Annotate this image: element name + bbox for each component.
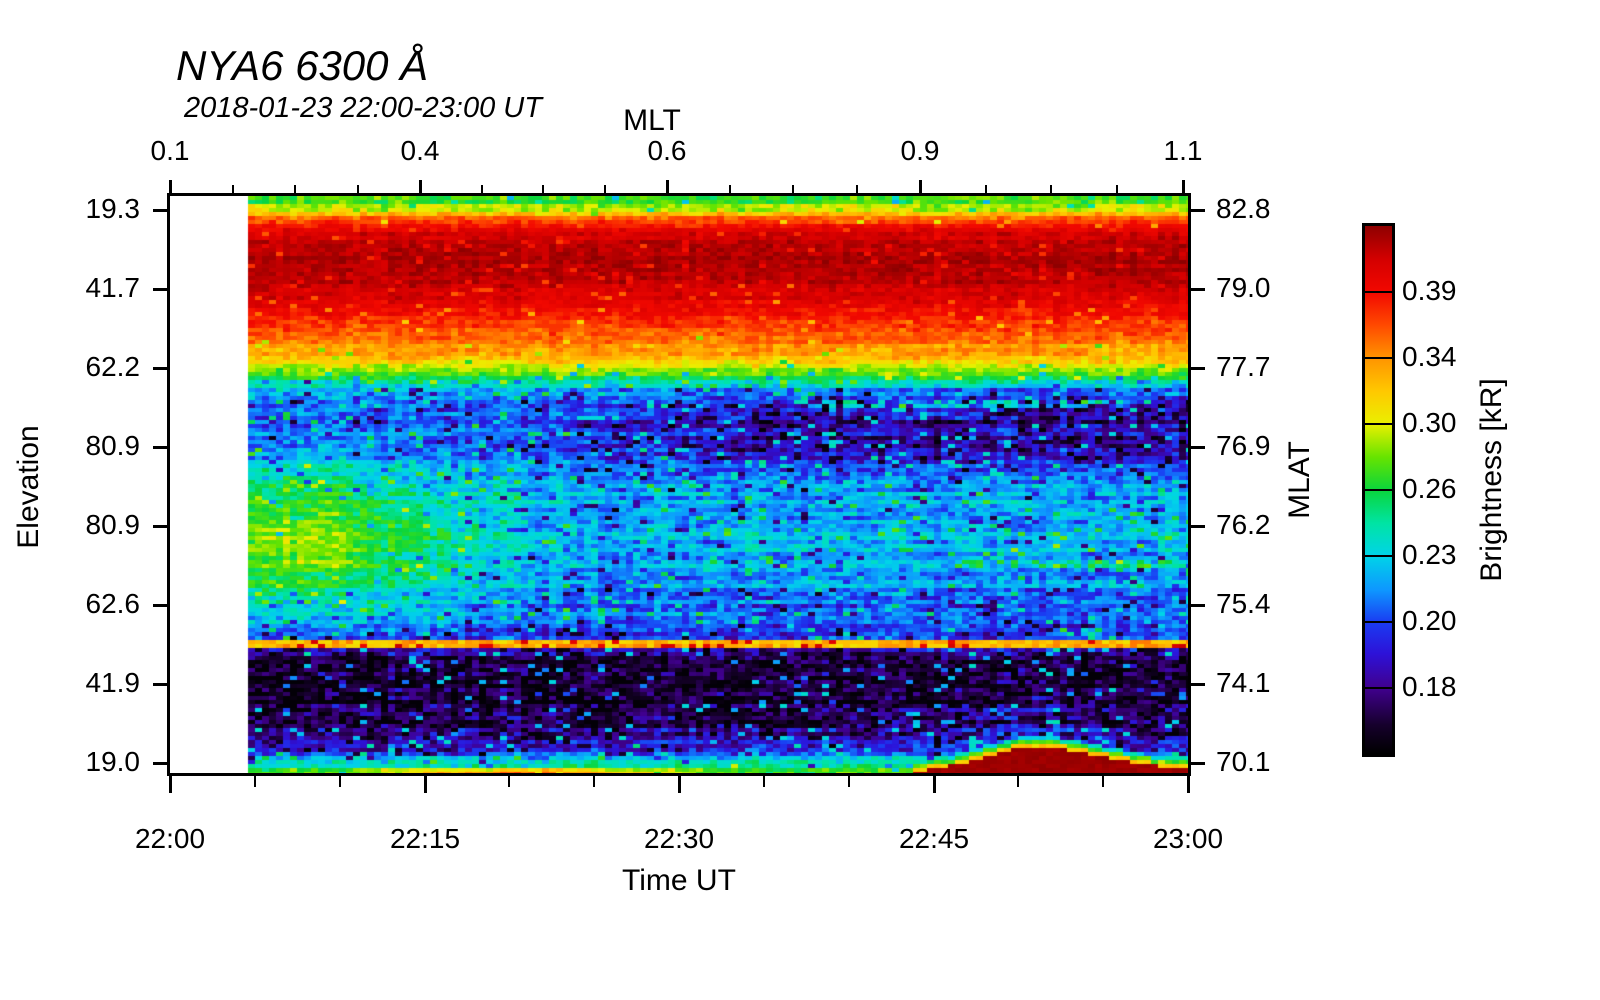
bottom-tick-label: 22:30 xyxy=(643,823,715,854)
right-major-tick xyxy=(1191,446,1205,449)
left-major-tick xyxy=(153,288,167,291)
top-minor-tick xyxy=(294,185,296,193)
left-tick-label: 41.7 xyxy=(85,272,141,303)
top-minor-tick xyxy=(729,185,731,193)
bottom-minor-tick xyxy=(763,776,765,787)
plot-title: NYA6 6300 Å xyxy=(176,42,429,89)
left-tick-label: 41.9 xyxy=(85,667,141,698)
colorbar-divider xyxy=(1365,423,1392,425)
left-tick-label: 80.9 xyxy=(85,430,141,461)
plot-subtitle: 2018-01-23 22:00-23:00 UT xyxy=(184,92,542,124)
top-minor-tick xyxy=(542,185,544,193)
top-tick-label: 0.1 xyxy=(150,135,190,166)
left-tick-label: 62.6 xyxy=(85,588,141,619)
colorbar-tick-label: 0.18 xyxy=(1402,671,1457,702)
bottom-major-tick xyxy=(169,776,172,793)
right-tick-label: 74.1 xyxy=(1216,667,1271,698)
bottom-axis-title: Time UT xyxy=(622,864,736,897)
bottom-major-tick xyxy=(1187,776,1190,793)
bottom-minor-tick xyxy=(1017,776,1019,787)
top-minor-tick xyxy=(357,185,359,193)
top-minor-tick xyxy=(1116,185,1118,193)
top-tick-label: 0.9 xyxy=(900,135,940,166)
top-minor-tick xyxy=(856,185,858,193)
bottom-minor-tick xyxy=(593,776,595,787)
left-major-tick xyxy=(153,683,167,686)
top-major-tick xyxy=(1182,180,1185,193)
right-tick-label: 77.7 xyxy=(1216,351,1271,382)
bottom-major-tick xyxy=(424,776,427,793)
right-major-tick xyxy=(1191,762,1205,765)
top-tick-label: 0.6 xyxy=(647,135,687,166)
bottom-tick-label: 23:00 xyxy=(1152,823,1224,854)
left-major-tick xyxy=(153,604,167,607)
left-major-tick xyxy=(153,525,167,528)
right-tick-label: 76.9 xyxy=(1216,430,1271,461)
top-minor-tick xyxy=(1050,185,1052,193)
left-major-tick xyxy=(153,209,167,212)
bottom-minor-tick xyxy=(339,776,341,787)
colorbar-divider xyxy=(1365,687,1392,689)
colorbar-frame xyxy=(1362,223,1395,757)
right-major-tick xyxy=(1191,288,1205,291)
top-major-tick xyxy=(919,180,922,193)
right-major-tick xyxy=(1191,683,1205,686)
bottom-tick-label: 22:00 xyxy=(134,823,206,854)
right-tick-label: 70.1 xyxy=(1216,746,1271,777)
colorbar-tick-label: 0.34 xyxy=(1402,341,1457,372)
bottom-minor-tick xyxy=(254,776,256,787)
colorbar-tick-label: 0.26 xyxy=(1402,473,1457,504)
bottom-tick-label: 22:45 xyxy=(898,823,970,854)
left-tick-label: 19.0 xyxy=(85,746,141,777)
right-major-tick xyxy=(1191,209,1205,212)
colorbar-divider xyxy=(1365,291,1392,293)
colorbar-tick-label: 0.30 xyxy=(1402,407,1457,438)
top-major-tick xyxy=(666,180,669,193)
top-minor-tick xyxy=(481,185,483,193)
colorbar-divider xyxy=(1365,489,1392,491)
left-tick-label: 19.3 xyxy=(85,193,141,224)
bottom-minor-tick xyxy=(1102,776,1104,787)
right-tick-label: 75.4 xyxy=(1216,588,1271,619)
left-tick-label: 80.9 xyxy=(85,509,141,540)
keogram-canvas xyxy=(170,196,1188,773)
right-tick-label: 76.2 xyxy=(1216,509,1271,540)
top-tick-label: 0.4 xyxy=(400,135,440,166)
bottom-major-tick xyxy=(678,776,681,793)
colorbar-tick-label: 0.23 xyxy=(1402,539,1457,570)
top-minor-tick xyxy=(232,185,234,193)
right-major-tick xyxy=(1191,604,1205,607)
left-major-tick xyxy=(153,367,167,370)
top-minor-tick xyxy=(604,185,606,193)
bottom-minor-tick xyxy=(848,776,850,787)
right-tick-label: 79.0 xyxy=(1216,272,1271,303)
bottom-tick-label: 22:15 xyxy=(389,823,461,854)
colorbar-tick-label: 0.20 xyxy=(1402,605,1457,636)
colorbar-tick-label: 0.39 xyxy=(1402,275,1457,306)
top-axis-title: MLT xyxy=(623,104,681,137)
right-tick-label: 82.8 xyxy=(1216,193,1271,224)
top-major-tick xyxy=(169,180,172,193)
colorbar-divider xyxy=(1365,357,1392,359)
colorbar-divider xyxy=(1365,621,1392,623)
left-tick-label: 62.2 xyxy=(85,351,141,382)
bottom-major-tick xyxy=(933,776,936,793)
colorbar-divider xyxy=(1365,555,1392,557)
bottom-minor-tick xyxy=(508,776,510,787)
right-major-tick xyxy=(1191,367,1205,370)
top-tick-label: 1.1 xyxy=(1163,135,1203,166)
left-major-tick xyxy=(153,446,167,449)
right-major-tick xyxy=(1191,525,1205,528)
top-major-tick xyxy=(419,180,422,193)
top-minor-tick xyxy=(985,185,987,193)
left-axis-title: Elevation xyxy=(12,425,45,549)
left-major-tick xyxy=(153,762,167,765)
top-minor-tick xyxy=(792,185,794,193)
right-axis-title: MLAT xyxy=(1283,441,1316,519)
